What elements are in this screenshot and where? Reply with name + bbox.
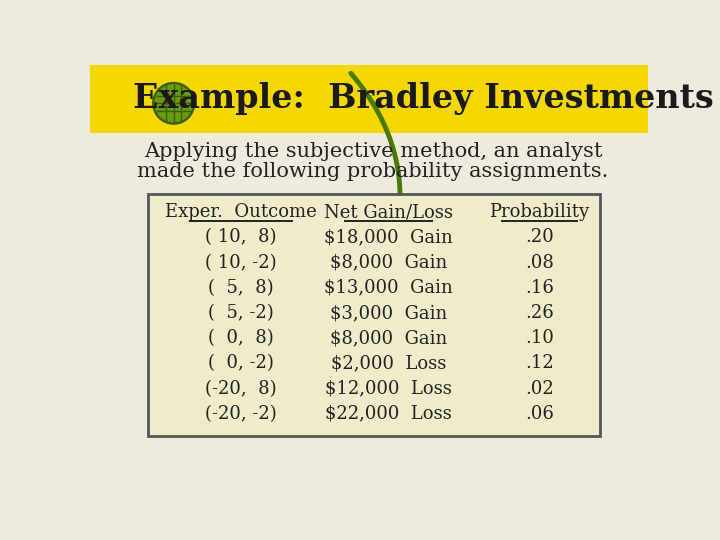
Text: .12: .12 <box>525 354 554 373</box>
Text: Probability: Probability <box>490 203 590 221</box>
Text: Example:  Bradley Investments: Example: Bradley Investments <box>133 82 714 115</box>
Text: ( 10,  8): ( 10, 8) <box>205 228 277 246</box>
Text: .08: .08 <box>525 254 554 272</box>
Text: (  5,  8): ( 5, 8) <box>208 279 274 297</box>
Text: (  0, -2): ( 0, -2) <box>208 354 274 373</box>
Text: .16: .16 <box>525 279 554 297</box>
Text: .06: .06 <box>525 405 554 423</box>
Text: $8,000  Gain: $8,000 Gain <box>330 329 447 347</box>
Text: Net Gain/Loss: Net Gain/Loss <box>324 203 453 221</box>
Bar <box>148 194 600 436</box>
Text: ( 10, -2): ( 10, -2) <box>205 254 277 272</box>
Text: Exper.  Outcome: Exper. Outcome <box>166 203 317 221</box>
Text: (  5, -2): ( 5, -2) <box>208 304 274 322</box>
Text: (  0,  8): ( 0, 8) <box>208 329 274 347</box>
Text: (-20,  8): (-20, 8) <box>205 380 277 397</box>
Text: made the following probability assignments.: made the following probability assignmen… <box>138 161 608 180</box>
Text: $18,000  Gain: $18,000 Gain <box>324 228 453 246</box>
Text: .26: .26 <box>525 304 554 322</box>
Text: $13,000  Gain: $13,000 Gain <box>324 279 453 297</box>
Text: $3,000  Gain: $3,000 Gain <box>330 304 447 322</box>
Circle shape <box>155 85 192 122</box>
Text: $8,000  Gain: $8,000 Gain <box>330 254 447 272</box>
Text: $12,000  Loss: $12,000 Loss <box>325 380 452 397</box>
Text: (-20, -2): (-20, -2) <box>205 405 277 423</box>
Text: $22,000  Loss: $22,000 Loss <box>325 405 451 423</box>
Bar <box>90 65 648 132</box>
Text: $2,000  Loss: $2,000 Loss <box>330 354 446 373</box>
Circle shape <box>153 83 194 124</box>
Text: .10: .10 <box>525 329 554 347</box>
Text: Applying the subjective method, an analyst: Applying the subjective method, an analy… <box>143 141 602 160</box>
Text: .20: .20 <box>525 228 554 246</box>
Text: .02: .02 <box>525 380 554 397</box>
